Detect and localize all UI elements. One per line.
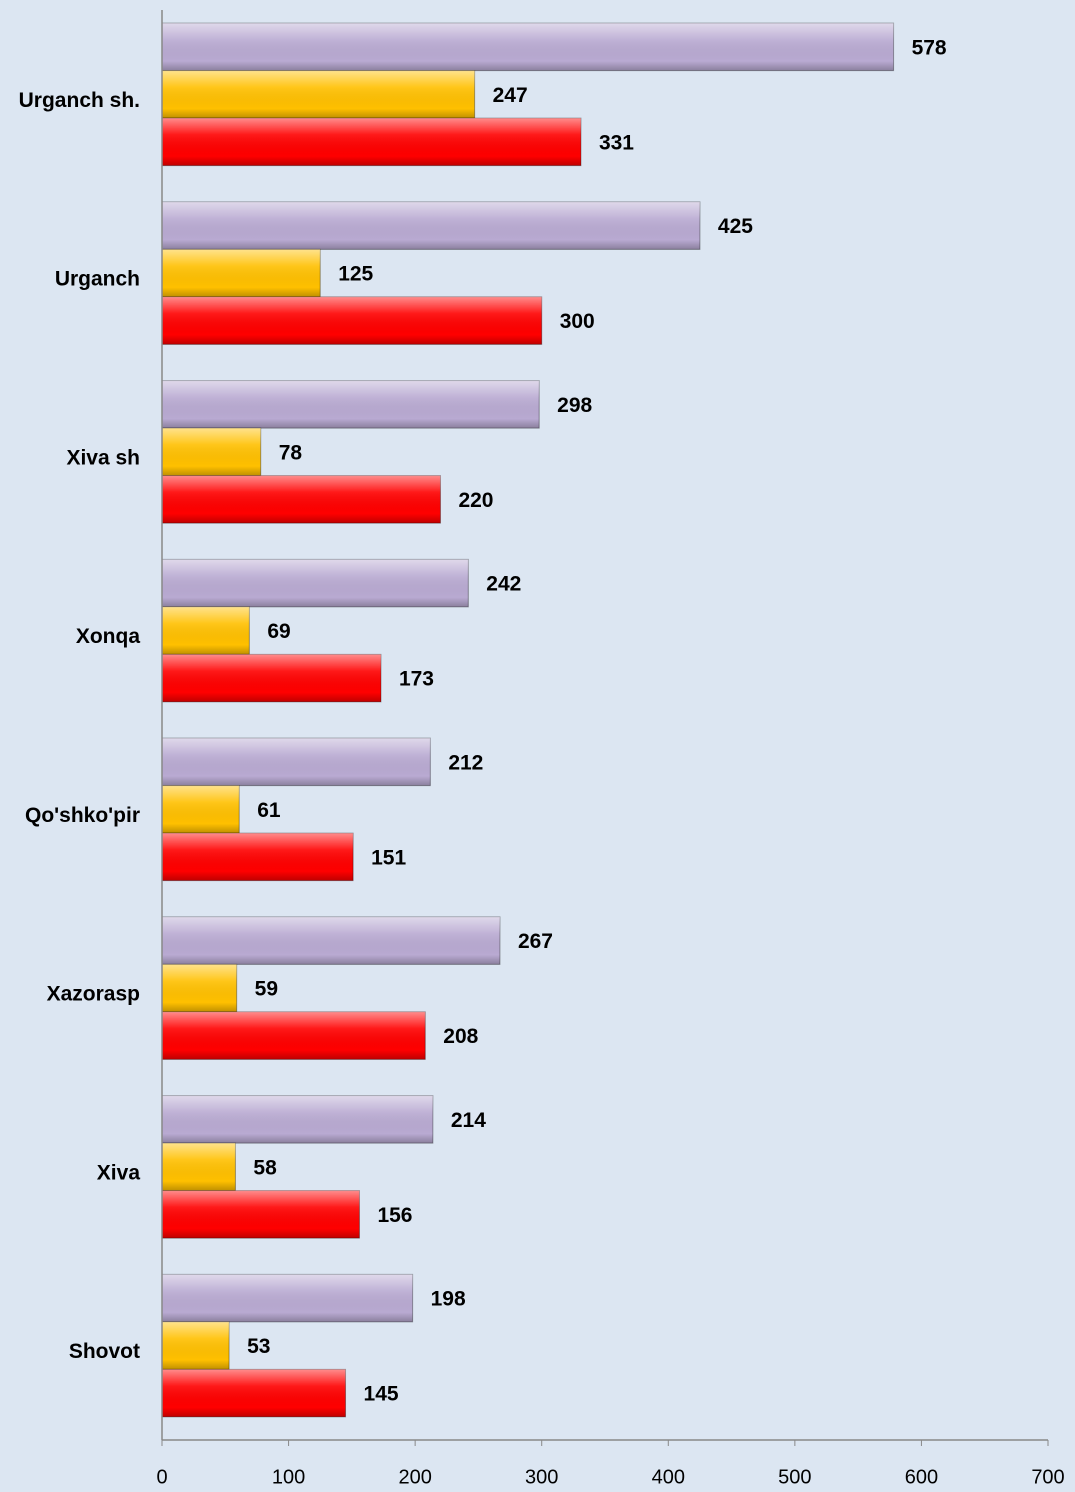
bar	[161, 296, 543, 345]
bar	[161, 916, 501, 965]
bar	[161, 558, 469, 608]
value-label: 247	[493, 84, 528, 107]
value-label: 578	[912, 36, 947, 59]
value-label: 298	[557, 394, 592, 417]
value-label: 69	[267, 620, 290, 643]
bar	[161, 1011, 426, 1060]
bar	[161, 606, 250, 655]
x-tick-label: 700	[1031, 1466, 1064, 1488]
value-label: 331	[599, 131, 634, 154]
value-label: 78	[279, 441, 303, 464]
value-label: 300	[560, 310, 595, 333]
bar	[161, 248, 321, 298]
value-label: 425	[718, 215, 753, 238]
bar	[161, 1190, 360, 1239]
bar	[161, 1095, 434, 1144]
x-tick-label: 300	[525, 1466, 558, 1488]
x-tick-label: 0	[156, 1466, 167, 1488]
value-label: 61	[257, 799, 281, 822]
bar	[161, 832, 354, 882]
x-tick-label: 400	[652, 1466, 685, 1488]
bar	[161, 427, 262, 477]
x-tick-label: 200	[398, 1466, 431, 1488]
bar	[161, 380, 540, 429]
bar	[161, 1321, 230, 1370]
bar	[161, 1142, 236, 1192]
bar	[161, 475, 441, 524]
value-label: 212	[448, 751, 483, 774]
value-label: 173	[399, 668, 434, 691]
y-tick-label: Qo'shko'pir	[25, 804, 140, 827]
value-label: 242	[486, 573, 521, 596]
value-label: 214	[451, 1109, 486, 1132]
y-tick-label: Urganch sh.	[19, 89, 140, 112]
y-tick-label: Shovot	[69, 1340, 140, 1363]
bar	[161, 22, 895, 72]
x-tick-label: 600	[905, 1466, 938, 1488]
bar	[161, 653, 382, 703]
bar	[161, 737, 431, 787]
y-tick-label: Xiva sh	[66, 446, 140, 469]
y-tick-label: Xonqa	[76, 625, 140, 648]
bar	[161, 963, 238, 1013]
x-tick-label: 500	[778, 1466, 811, 1488]
value-label: 198	[431, 1288, 466, 1311]
value-label: 267	[518, 930, 553, 953]
value-label: 151	[371, 846, 406, 869]
value-label: 208	[443, 1025, 478, 1048]
x-tick-label: 100	[272, 1466, 305, 1488]
value-label: 125	[338, 263, 373, 286]
y-tick-label: Urganch	[55, 268, 140, 291]
bar	[161, 785, 240, 834]
bar	[161, 70, 476, 119]
bar	[161, 1273, 414, 1323]
y-tick-label: Xiva	[97, 1161, 141, 1184]
value-label: 145	[364, 1383, 399, 1406]
value-label: 59	[255, 978, 278, 1001]
bar	[161, 1368, 347, 1418]
value-label: 156	[377, 1204, 412, 1227]
bar	[161, 117, 582, 167]
value-label: 220	[458, 489, 493, 512]
y-tick-label: Xazorasp	[47, 983, 140, 1006]
value-label: 58	[253, 1156, 277, 1179]
value-label: 53	[247, 1335, 270, 1358]
bar	[161, 201, 701, 250]
